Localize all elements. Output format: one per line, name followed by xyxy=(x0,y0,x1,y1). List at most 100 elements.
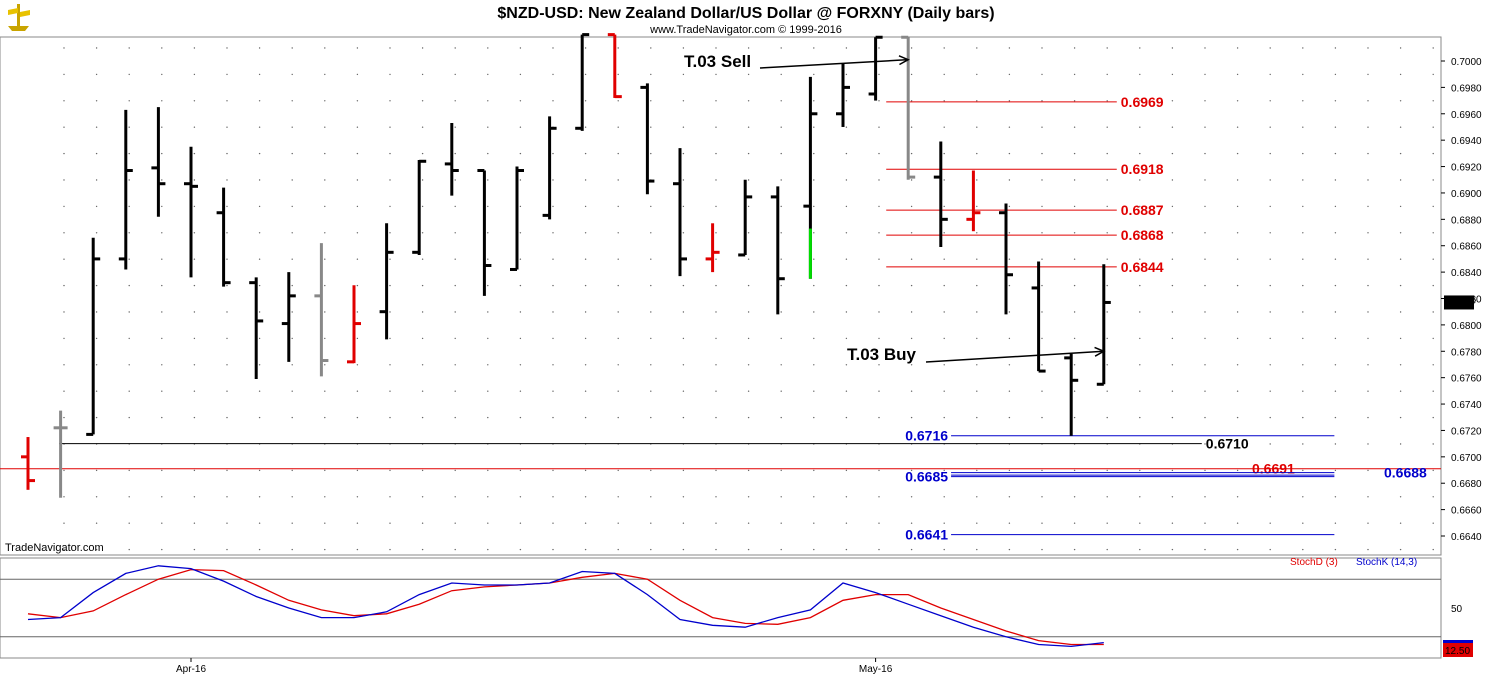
grid-dot xyxy=(682,73,685,76)
grid-dot xyxy=(878,390,880,392)
grid-dot xyxy=(617,152,619,155)
grid-dot xyxy=(1334,364,1337,366)
grid-dot xyxy=(356,548,359,551)
grid-dot xyxy=(1334,469,1337,472)
grid-dot xyxy=(1041,469,1043,472)
grid-dot xyxy=(1367,47,1369,49)
grid-dot xyxy=(1367,152,1369,155)
grid-dot xyxy=(747,469,750,472)
grid-dot xyxy=(1302,337,1304,340)
grid-dot xyxy=(747,100,750,102)
grid-dot xyxy=(943,390,945,392)
grid-dot xyxy=(845,232,848,234)
grid-dot xyxy=(95,284,98,287)
grid-dot xyxy=(161,364,163,366)
grid-dot xyxy=(650,311,652,313)
grid-dot xyxy=(356,126,359,128)
grid-dot xyxy=(161,100,163,102)
grid-dot xyxy=(95,232,98,234)
grid-dot xyxy=(1334,232,1337,234)
grid-dot xyxy=(63,522,65,524)
grid-dot xyxy=(552,179,554,181)
grid-dot xyxy=(976,548,978,551)
grid-dot xyxy=(95,548,98,551)
grid-dot xyxy=(1139,469,1141,472)
grid-dot xyxy=(780,47,782,49)
grid-dot xyxy=(193,522,196,524)
grid-dot xyxy=(878,126,880,128)
grid-dot xyxy=(682,469,685,472)
grid-dot xyxy=(1106,100,1108,102)
grid-dot xyxy=(943,152,945,155)
grid-dot xyxy=(258,100,261,102)
level-label: 0.6685 xyxy=(905,469,948,485)
grid-dot xyxy=(324,73,326,76)
last-price-box xyxy=(1444,295,1474,310)
grid-dot xyxy=(291,73,293,76)
grid-dot xyxy=(617,126,619,128)
grid-dot xyxy=(258,126,261,128)
grid-dot xyxy=(324,469,326,472)
grid-dot xyxy=(943,311,945,313)
grid-dot xyxy=(1236,100,1239,102)
grid-dot xyxy=(878,469,880,472)
grid-dot xyxy=(1008,205,1011,208)
grid-dot xyxy=(617,73,619,76)
grid-dot xyxy=(1367,284,1369,287)
grid-dot xyxy=(161,337,163,340)
grid-dot xyxy=(747,47,750,49)
grid-dot xyxy=(552,100,554,102)
grid-dot xyxy=(617,548,619,551)
grid-dot xyxy=(63,179,65,181)
grid-dot xyxy=(421,152,424,155)
grid-dot xyxy=(1236,443,1239,445)
grid-dot xyxy=(324,47,326,49)
grid-dot xyxy=(1302,364,1304,366)
grid-dot xyxy=(128,258,130,260)
grid-dot xyxy=(226,100,228,102)
grid-dot xyxy=(1073,100,1076,102)
grid-dot xyxy=(1171,548,1174,551)
grid-dot xyxy=(552,258,554,260)
grid-dot xyxy=(356,390,359,392)
grid-dot xyxy=(356,152,359,155)
grid-dot xyxy=(1139,548,1141,551)
grid-dot xyxy=(584,364,587,366)
grid-dot xyxy=(324,179,326,181)
grid-dot xyxy=(258,522,261,524)
grid-dot xyxy=(1171,364,1174,366)
price-bars xyxy=(21,33,1111,498)
grid-dot xyxy=(1334,47,1337,49)
grid-dot xyxy=(1008,311,1011,313)
grid-dot xyxy=(454,73,456,76)
grid-dot xyxy=(845,258,848,260)
grid-dot xyxy=(1269,337,1271,340)
grid-dot xyxy=(1432,205,1434,208)
grid-dot xyxy=(650,205,652,208)
grid-dot xyxy=(650,232,652,234)
grid-dot xyxy=(324,205,326,208)
grid-dot xyxy=(454,152,456,155)
grid-dot xyxy=(1334,258,1337,260)
grid-dot xyxy=(813,152,815,155)
grid-dot xyxy=(1302,258,1304,260)
x-axis: Apr-16 May-16 xyxy=(176,658,893,675)
x-tick-label: Apr-16 xyxy=(176,664,206,675)
grid-dot xyxy=(715,364,717,366)
grid-dot xyxy=(389,232,391,234)
price-tick-label: 0.6660 xyxy=(1451,506,1482,517)
grid-dot xyxy=(454,548,456,551)
stoch-legend-entry: StochK (14,3) xyxy=(1356,557,1417,568)
grid-dot xyxy=(356,522,359,524)
ohlc-bar xyxy=(803,76,818,279)
grid-dot xyxy=(291,152,293,155)
grid-dot xyxy=(584,152,587,155)
grid-dot xyxy=(487,390,489,392)
grid-dot xyxy=(324,232,326,234)
grid-dot xyxy=(584,548,587,551)
grid-dot xyxy=(95,469,98,472)
grid-dot xyxy=(421,337,424,340)
grid-dot xyxy=(1204,416,1206,419)
grid-dot xyxy=(356,73,359,76)
grid-dot xyxy=(1269,390,1271,392)
